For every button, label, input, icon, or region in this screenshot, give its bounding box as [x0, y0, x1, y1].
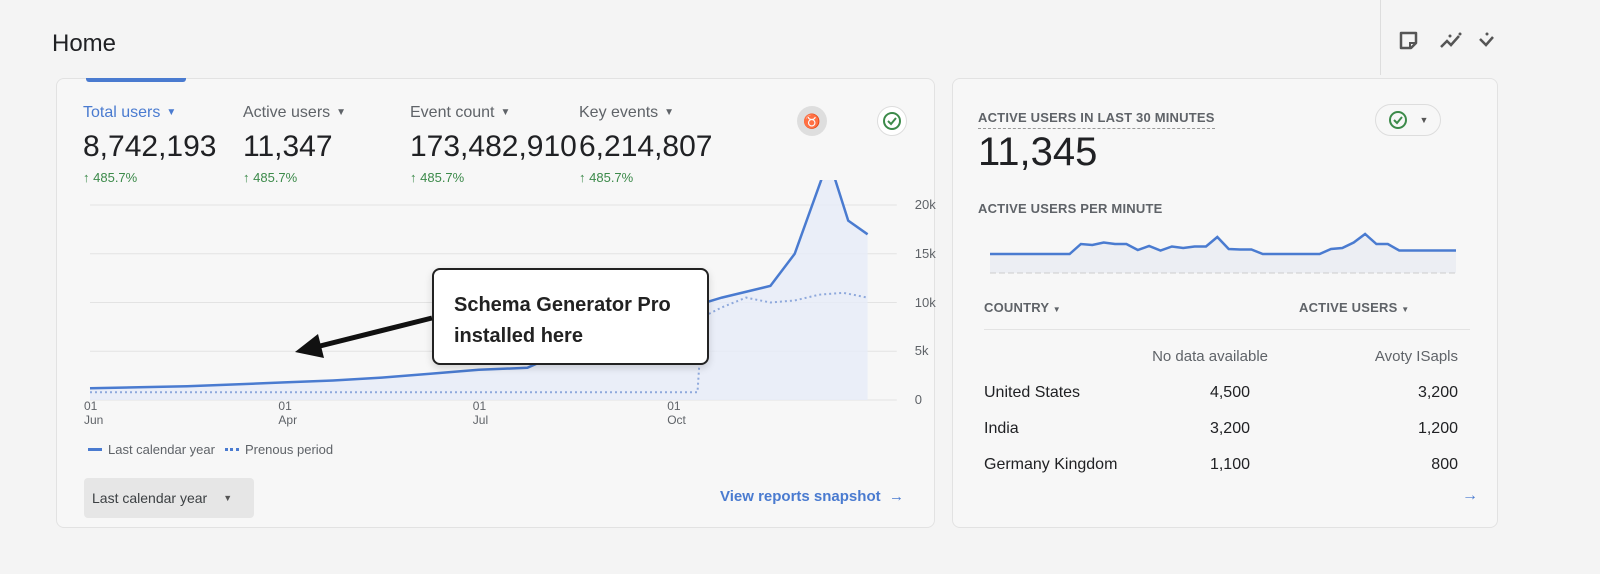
check-circle-icon [1388, 111, 1407, 129]
annotation-callout: Schema Generator Pro installed here [432, 268, 709, 365]
divider [1380, 0, 1381, 75]
y-tick-label: 10k [914, 294, 936, 310]
metric-label: Total users [83, 104, 161, 121]
metric-value: 173,482,910 [410, 130, 577, 163]
arrow-up-icon: ↑ [579, 170, 586, 185]
metric-key-events[interactable]: Key events ▼ 6,214,807 ↑ 485.7% [579, 104, 712, 185]
active-users-column-header[interactable]: ACTIVE USERS ▼ [1299, 300, 1409, 315]
caret-down-icon: ▼ [166, 107, 177, 118]
more-icon[interactable] [1476, 28, 1504, 56]
caret-down-icon: ▼ [1419, 115, 1429, 125]
status-check-button[interactable] [877, 106, 907, 136]
caret-down-icon: ▼ [1052, 305, 1061, 314]
note-icon[interactable] [1396, 28, 1424, 56]
country-column-header[interactable]: COUNTRY ▼ [984, 300, 1061, 315]
country-cell: Germany Kingdom [984, 456, 1118, 473]
arrow-right-icon: → [884, 488, 904, 505]
insights-icon[interactable] [1438, 28, 1466, 56]
subheader-col1: No data available [1152, 348, 1268, 365]
x-tick-label: 01 Oct [667, 399, 686, 427]
arrow-up-icon: ↑ [83, 170, 90, 185]
date-range-value: Last calendar year [92, 490, 208, 506]
realtime-status-dropdown[interactable]: ▼ [1375, 104, 1441, 136]
caret-down-icon: ▼ [223, 493, 233, 503]
x-tick-label: 01 Apr [278, 399, 298, 427]
table-header: COUNTRY ▼ ACTIVE USERS ▼ [984, 300, 1470, 330]
x-tick-label: 01 Jun [84, 399, 104, 427]
chart-legend: Last calendar year Prenous period [88, 442, 333, 457]
active-users-sparkline [990, 232, 1456, 274]
value-cell: 1,100 [1209, 456, 1250, 473]
x-tick-label: 01 Jul [472, 399, 489, 427]
value-cell: 800 [1431, 456, 1458, 473]
annotation-line: Schema Generator Pro [454, 294, 671, 316]
caret-down-icon: ▼ [1401, 305, 1410, 314]
y-tick-label: 20k [914, 197, 936, 212]
y-tick-label: 5k [914, 343, 929, 359]
sparkline-line [990, 232, 1456, 256]
legend-label: Last calendar year [108, 442, 215, 457]
annotation-line: installed here [454, 325, 583, 347]
realtime-title[interactable]: ACTIVE USERS IN LAST 30 MINUTES [978, 110, 1215, 129]
metric-change: 485.7% [253, 170, 298, 185]
metric-value: 11,347 [243, 130, 333, 163]
caret-down-icon: ▼ [664, 107, 675, 118]
metric-change: 485.7% [93, 170, 138, 185]
link-label: View reports snapshot [720, 488, 881, 505]
check-circle-icon [883, 112, 901, 130]
series-last-calendar-year [89, 180, 869, 390]
legend-label: Prenous period [244, 442, 334, 457]
value-cell: 1,200 [1417, 420, 1458, 437]
metric-label: Key events [579, 104, 659, 121]
subheader-col2: Avoty ISapls [1374, 348, 1458, 365]
header-label: ACTIVE USERS [1299, 300, 1398, 315]
realtime-card [952, 78, 1498, 528]
value-cell: 4,500 [1209, 384, 1250, 401]
realtime-value: 11,345 [978, 130, 1098, 174]
metric-event-count[interactable]: Event count ▼ 173,482,910 ↑ 485.7% [410, 104, 577, 185]
insights-badge-button[interactable]: ♉ [797, 106, 827, 136]
value-cell: 3,200 [1417, 384, 1458, 401]
series-previous-period [90, 291, 868, 394]
arrow-up-icon: ↑ [243, 170, 250, 185]
date-range-select[interactable]: Last calendar year ▼ [84, 478, 254, 518]
legend-solid-swatch [88, 448, 102, 451]
y-tick-label: 15k [914, 245, 936, 261]
metric-value: 8,742,193 [83, 130, 217, 163]
sparkline-title: ACTIVE USERS PER MINUTE [978, 201, 1163, 216]
annotation-arrow-icon [295, 315, 433, 358]
page-title: Home [52, 30, 117, 57]
arrow-up-icon: ↑ [410, 170, 417, 185]
value-cell: 3,200 [1209, 420, 1250, 437]
metric-total-users[interactable]: Total users ▼ 8,742,193 ↑ 485.7% [83, 104, 216, 185]
caret-down-icon: ▼ [500, 107, 511, 118]
metric-label: Event count [410, 104, 495, 121]
country-cell: United States [984, 384, 1081, 401]
metric-change: 485.7% [420, 170, 465, 185]
y-tick-label: 0 [914, 392, 922, 407]
badge-icon: ♉ [803, 112, 821, 129]
view-reports-snapshot-link[interactable]: View reports snapshot → [720, 488, 904, 505]
arrow-right-icon[interactable]: → [1462, 487, 1478, 504]
metric-label: Active users [243, 104, 331, 121]
metric-active-users[interactable]: Active users ▼ 11,347 ↑ 485.7% [243, 104, 346, 185]
caret-down-icon: ▼ [336, 107, 347, 118]
metric-value: 6,214,807 [579, 130, 713, 163]
active-tab-indicator [86, 78, 186, 82]
country-cell: India [984, 420, 1019, 437]
legend-dotted-swatch [224, 448, 239, 451]
header-label: COUNTRY [984, 300, 1049, 315]
metric-change: 485.7% [589, 170, 634, 185]
